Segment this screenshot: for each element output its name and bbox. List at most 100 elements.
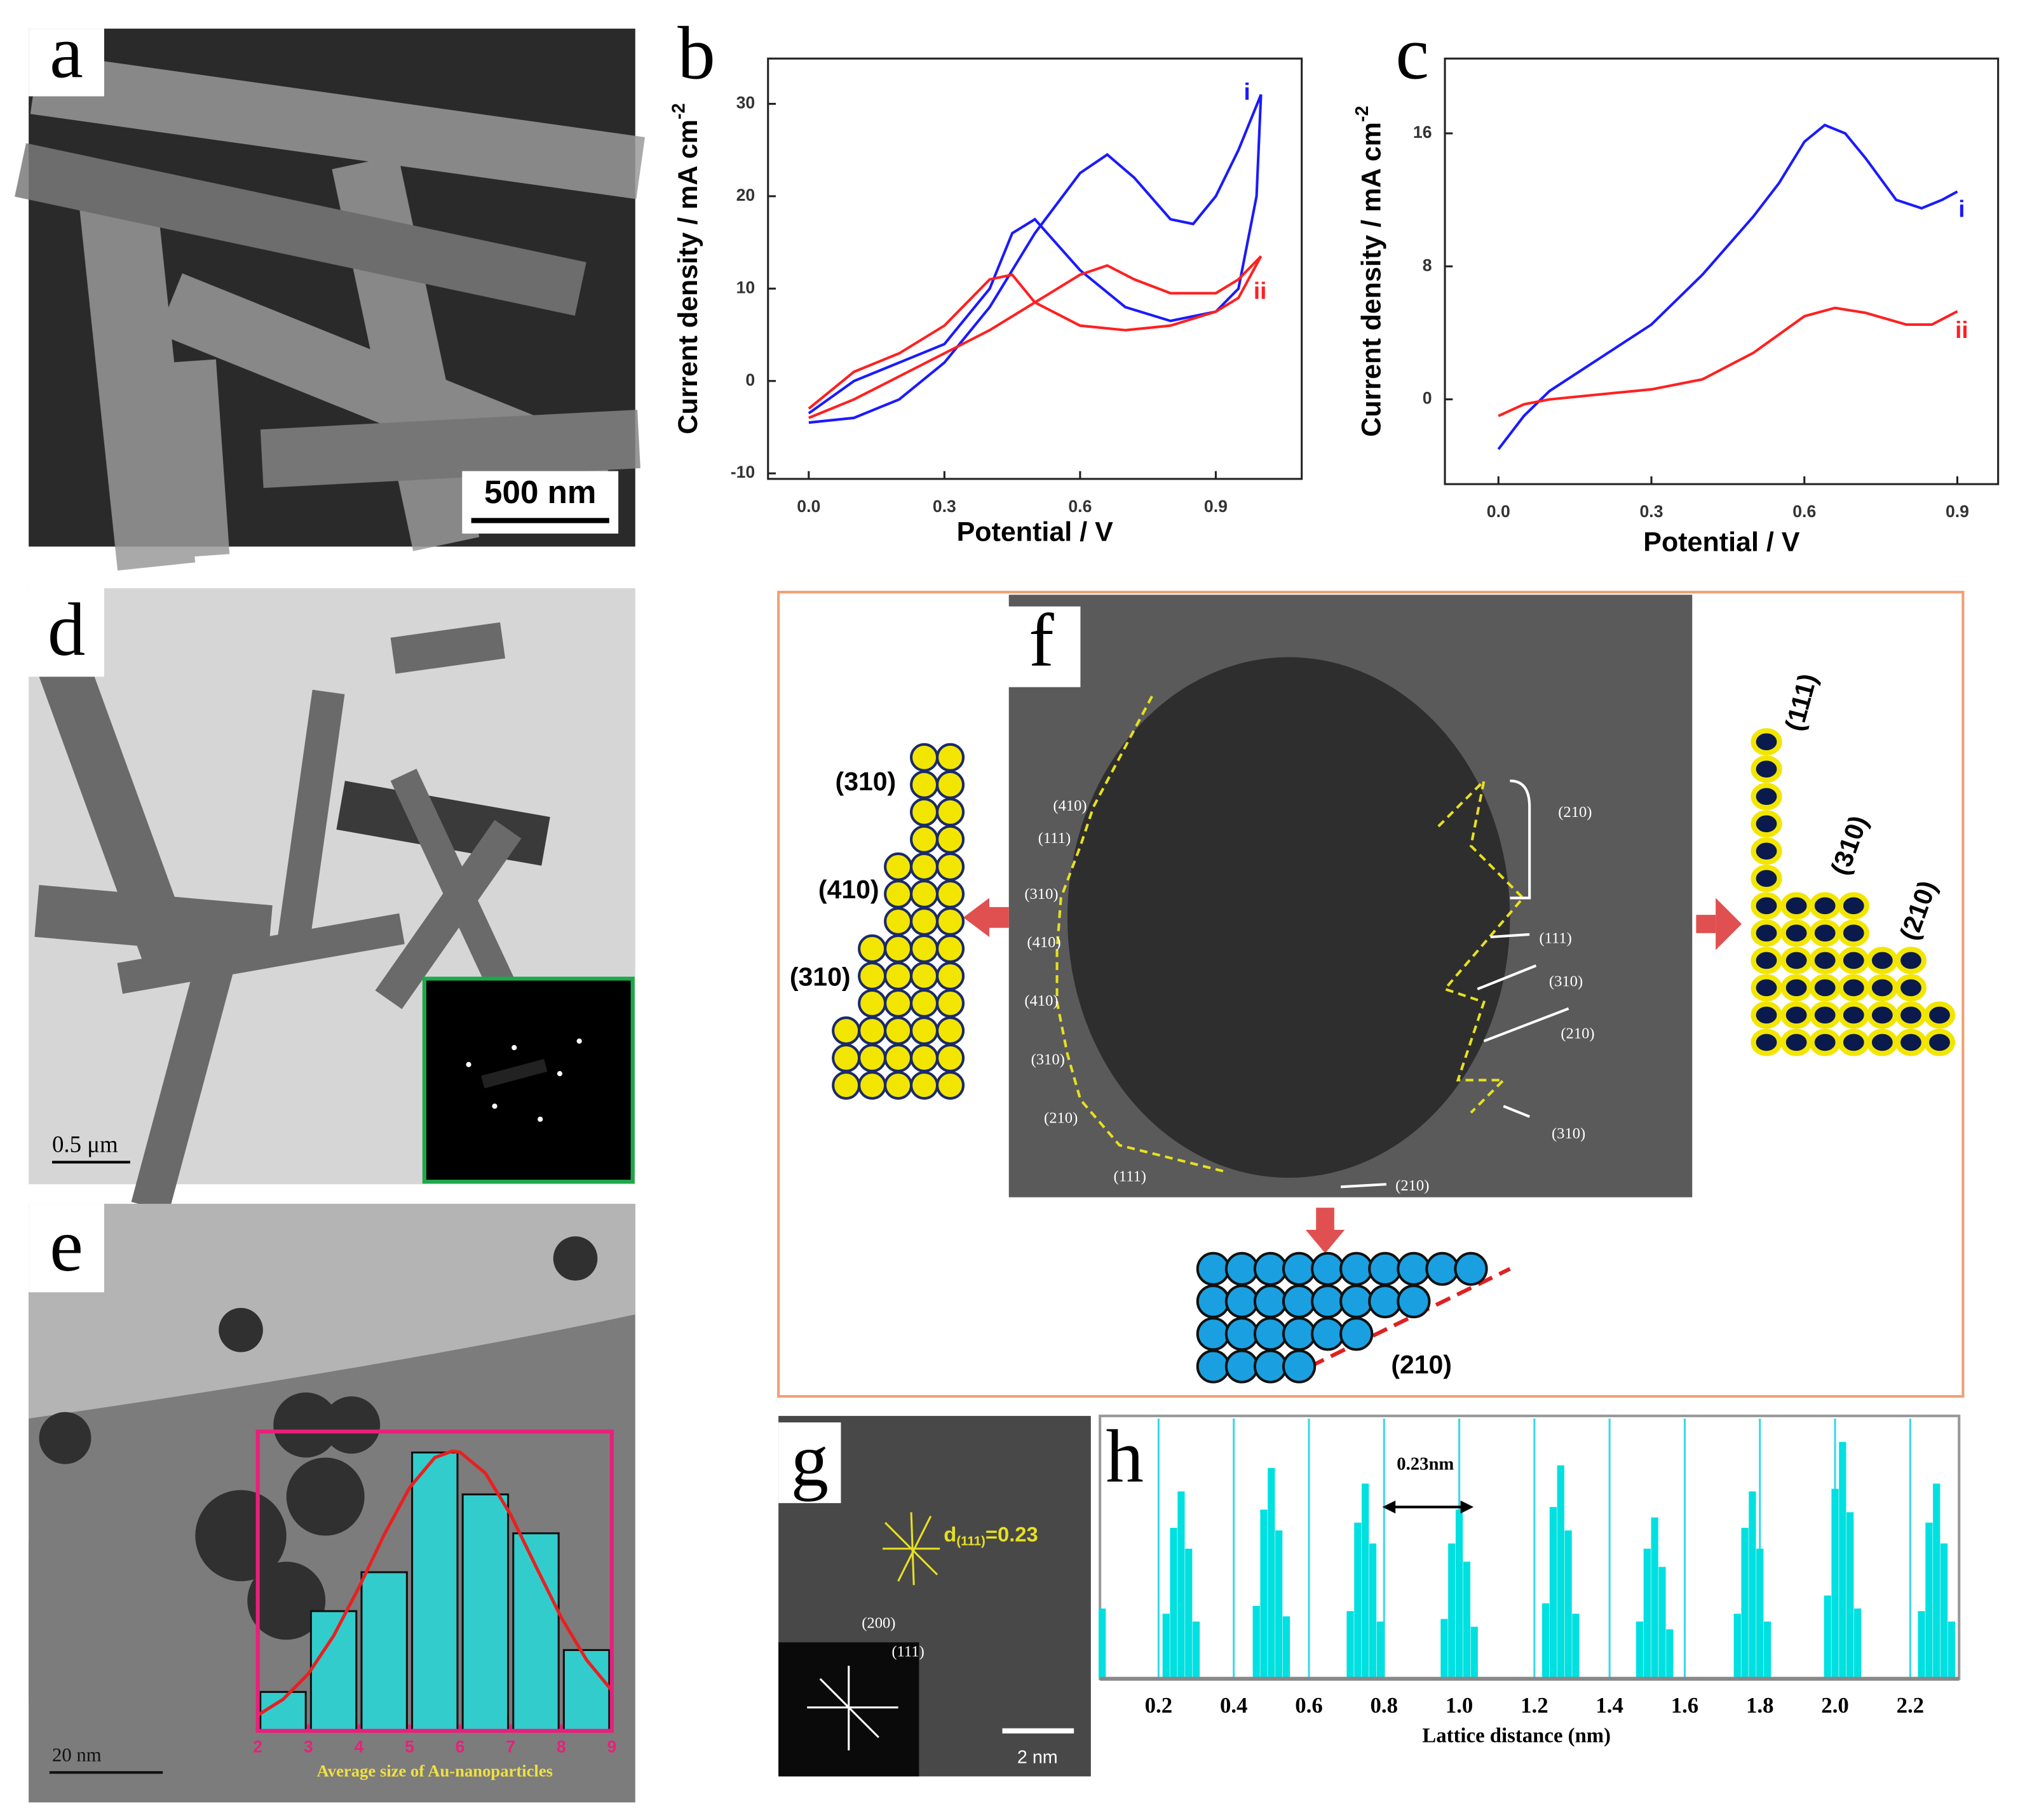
atom bbox=[936, 743, 965, 772]
x-tick-label: 0.9 bbox=[1204, 497, 1228, 516]
atom bbox=[1751, 974, 1782, 1002]
arrow-head bbox=[1382, 1500, 1396, 1514]
atom bbox=[910, 1071, 939, 1100]
plot-frame bbox=[1444, 57, 2000, 485]
y-axis-label-text: Current density / mA cm bbox=[1357, 122, 1387, 437]
atom bbox=[1751, 865, 1782, 893]
bar bbox=[1572, 1614, 1580, 1679]
atom bbox=[910, 743, 939, 772]
bar bbox=[1741, 1528, 1749, 1679]
atom bbox=[1809, 947, 1841, 974]
x-tick-label: 2 bbox=[253, 1737, 262, 1756]
atom bbox=[1253, 1349, 1288, 1384]
histogram-bar bbox=[461, 1493, 510, 1732]
atom-models bbox=[832, 728, 1956, 1384]
atom bbox=[1751, 1028, 1782, 1056]
atom bbox=[1224, 1251, 1259, 1286]
atom bbox=[910, 770, 939, 799]
atom bbox=[936, 1016, 965, 1046]
facet-label: (111) bbox=[1114, 1168, 1146, 1185]
atom bbox=[1780, 1001, 1812, 1029]
bar bbox=[1651, 1517, 1658, 1679]
atom bbox=[832, 1071, 861, 1100]
model-label: (410) bbox=[818, 875, 879, 904]
scale-label: 20 nm bbox=[52, 1744, 102, 1766]
atom bbox=[1282, 1251, 1317, 1286]
panel-label: e bbox=[50, 1203, 83, 1287]
plot-frame bbox=[767, 57, 1303, 480]
x-tick-label: 0.8 bbox=[1371, 1693, 1399, 1718]
model-label: (310) bbox=[790, 962, 851, 991]
bar bbox=[1448, 1543, 1456, 1679]
y-tick-label: 16 bbox=[1413, 123, 1432, 142]
arrow-head bbox=[1460, 1500, 1474, 1514]
label-box bbox=[1104, 1431, 1159, 1497]
atom bbox=[910, 988, 939, 1018]
atom bbox=[1751, 947, 1782, 974]
atom bbox=[936, 770, 965, 799]
atom bbox=[1838, 1001, 1869, 1029]
panel-label: h bbox=[1106, 1414, 1143, 1498]
model-label: (210) bbox=[1391, 1350, 1452, 1379]
atom bbox=[1838, 1028, 1869, 1056]
y-tick-label: -10 bbox=[731, 462, 755, 482]
bar bbox=[1354, 1522, 1362, 1679]
bar bbox=[1557, 1465, 1564, 1679]
atom bbox=[1224, 1349, 1259, 1384]
x-tick-label: 0.3 bbox=[1640, 502, 1663, 521]
facet-label: (310) bbox=[1552, 1125, 1585, 1142]
facet-label: (111) bbox=[1539, 930, 1571, 947]
bar bbox=[1564, 1530, 1572, 1679]
x-tick-label: 0.2 bbox=[1145, 1693, 1173, 1718]
bar bbox=[1260, 1509, 1268, 1679]
bar bbox=[1846, 1512, 1854, 1679]
bar bbox=[1756, 1548, 1764, 1679]
d-subscript: (111) bbox=[956, 1534, 986, 1549]
series-label: i bbox=[1958, 196, 1965, 222]
atom bbox=[884, 961, 913, 991]
x-tick-label: 0.0 bbox=[797, 497, 820, 516]
bar bbox=[1162, 1614, 1170, 1679]
atom bbox=[858, 1043, 887, 1073]
x-tick-label: 9 bbox=[607, 1737, 616, 1756]
x-tick-label: 0.3 bbox=[933, 497, 956, 516]
atom bbox=[884, 879, 913, 908]
series-label: i bbox=[1244, 79, 1250, 105]
bar bbox=[1455, 1509, 1463, 1679]
atom bbox=[1780, 1028, 1812, 1056]
atom bbox=[910, 1043, 939, 1073]
bar bbox=[1918, 1611, 1925, 1679]
atom bbox=[1311, 1317, 1345, 1351]
bar bbox=[1376, 1621, 1384, 1679]
d-spacing-label: d(111)=0.23 bbox=[944, 1522, 1038, 1549]
histogram-bar bbox=[411, 1451, 459, 1732]
atom bbox=[936, 1071, 965, 1100]
atom bbox=[1282, 1349, 1317, 1384]
bar bbox=[1549, 1507, 1557, 1679]
bar bbox=[1362, 1483, 1369, 1679]
fft-label: (111) bbox=[891, 1643, 924, 1660]
atom bbox=[1895, 1028, 1927, 1056]
atom bbox=[910, 879, 939, 908]
atom bbox=[1253, 1317, 1288, 1351]
x-tick-label: 3 bbox=[304, 1737, 313, 1756]
bar bbox=[1268, 1467, 1275, 1679]
atom bbox=[1838, 892, 1869, 920]
facet-label: (210) bbox=[1558, 804, 1592, 821]
bar bbox=[1463, 1561, 1471, 1679]
facet-label: (210) bbox=[1395, 1177, 1429, 1194]
facet-label: (210) bbox=[1561, 1025, 1594, 1042]
panel-label: a bbox=[50, 10, 83, 94]
bar bbox=[1252, 1606, 1260, 1679]
atom bbox=[910, 797, 939, 826]
bar bbox=[1947, 1621, 1956, 1679]
atom bbox=[1809, 1001, 1841, 1029]
bar bbox=[1275, 1530, 1283, 1679]
atom bbox=[858, 1071, 887, 1100]
y-tick-label: 0 bbox=[745, 370, 755, 389]
atom bbox=[1895, 947, 1927, 974]
x-tick-label: 6 bbox=[456, 1737, 465, 1756]
atom bbox=[858, 934, 887, 963]
y-axis-label: Current density / mA cm-2 bbox=[1352, 106, 1387, 437]
